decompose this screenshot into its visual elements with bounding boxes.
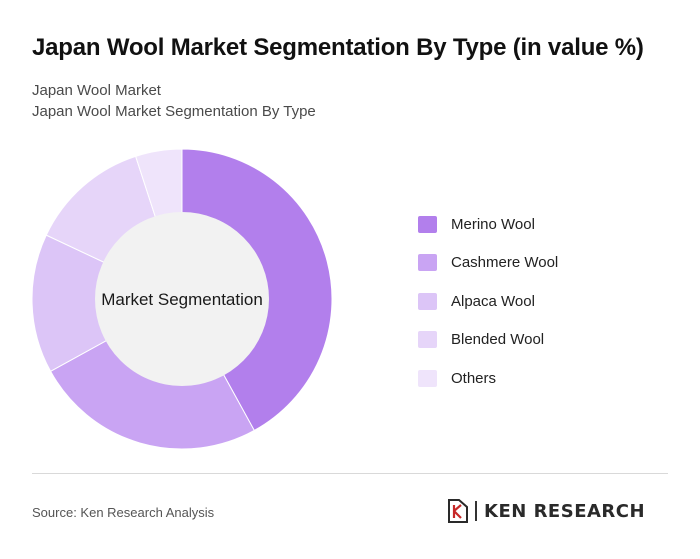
logo-mark-icon xyxy=(448,499,468,523)
legend-swatch xyxy=(418,369,437,387)
legend-item-merino-wool[interactable]: Merino Wool xyxy=(418,214,535,234)
legend-label: Others xyxy=(451,369,497,387)
legend-swatch xyxy=(418,254,437,271)
legend-item-blended-wool[interactable]: Blended Wool xyxy=(418,330,544,350)
donut-center-label: Market Segmentation xyxy=(101,290,263,309)
footer-divider xyxy=(32,473,668,474)
legend-swatch xyxy=(418,292,437,310)
source-note: Source: Ken Research Analysis xyxy=(32,505,215,520)
logo-separator xyxy=(475,501,477,521)
legend-item-cashmere-wool[interactable]: Cashmere Wool xyxy=(418,253,558,273)
chart-subtitle: Japan Wool Market xyxy=(32,82,161,99)
donut-center xyxy=(95,212,269,386)
legend-item-alpaca-wool[interactable]: Alpaca Wool xyxy=(418,291,535,311)
chart-title: Japan Wool Market Segmentation By Type (… xyxy=(32,34,644,61)
legend-label: Merino Wool xyxy=(451,215,535,233)
legend-item-others[interactable]: Others xyxy=(418,368,496,388)
donut-chart: Market Segmentation xyxy=(31,148,333,450)
legend-label: Cashmere Wool xyxy=(451,254,559,271)
legend-swatch xyxy=(418,331,437,348)
legend-swatch xyxy=(418,215,437,233)
logo-text: KEN RESEARCH xyxy=(484,500,646,522)
chart-subtitle-2: Japan Wool Market Segmentation By Type xyxy=(32,103,316,120)
legend-label: Alpaca Wool xyxy=(451,292,535,310)
ken-research-logo: KEN RESEARCH xyxy=(447,498,645,524)
legend-label: Blended Wool xyxy=(451,331,545,348)
